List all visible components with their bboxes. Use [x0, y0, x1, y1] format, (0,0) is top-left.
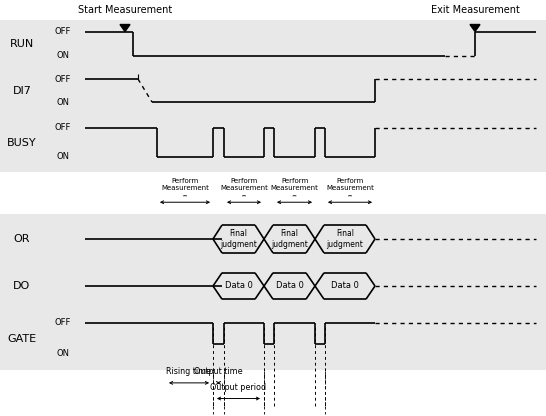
Text: Data 0: Data 0 — [224, 282, 252, 290]
Bar — [0, 114, 546, 172]
Text: OFF: OFF — [55, 74, 71, 84]
Bar — [0, 370, 546, 416]
Bar — [0, 68, 546, 114]
Text: DI7: DI7 — [13, 86, 32, 96]
Text: Final
judgment: Final judgment — [327, 229, 364, 249]
Text: ON: ON — [56, 152, 69, 161]
Text: Data 0: Data 0 — [331, 282, 359, 290]
Bar — [0, 264, 546, 308]
Bar — [0, 0, 546, 20]
Bar — [0, 172, 546, 214]
Text: ON: ON — [56, 349, 69, 358]
Text: ON: ON — [56, 51, 69, 60]
Text: OFF: OFF — [55, 318, 71, 327]
Text: RUN: RUN — [10, 39, 34, 49]
Polygon shape — [120, 25, 130, 32]
Text: GATE: GATE — [8, 334, 37, 344]
Text: OFF: OFF — [55, 27, 71, 36]
Text: ON: ON — [56, 97, 69, 106]
Text: Perform
Measurement: Perform Measurement — [326, 178, 374, 191]
Text: Perform
Measurement: Perform Measurement — [161, 178, 209, 191]
Polygon shape — [470, 25, 480, 32]
Text: BUSY: BUSY — [7, 138, 37, 148]
Text: OFF: OFF — [55, 124, 71, 132]
Text: Perform
Measurement: Perform Measurement — [220, 178, 268, 191]
Text: Perform
Measurement: Perform Measurement — [271, 178, 318, 191]
Text: Rising time: Rising time — [167, 367, 211, 376]
Text: Output period: Output period — [210, 383, 266, 391]
Text: Start Measurement: Start Measurement — [78, 5, 172, 15]
Bar — [0, 214, 546, 264]
Text: Final
judgment: Final judgment — [220, 229, 257, 249]
Bar — [0, 308, 546, 370]
Bar — [0, 20, 546, 68]
Text: DO: DO — [13, 281, 31, 291]
Text: OR: OR — [14, 234, 30, 244]
Bar — [0, 0, 546, 20]
Text: Output time: Output time — [194, 367, 243, 376]
Text: Data 0: Data 0 — [276, 282, 304, 290]
Text: Final
judgment: Final judgment — [271, 229, 308, 249]
Text: Exit Measurement: Exit Measurement — [431, 5, 519, 15]
